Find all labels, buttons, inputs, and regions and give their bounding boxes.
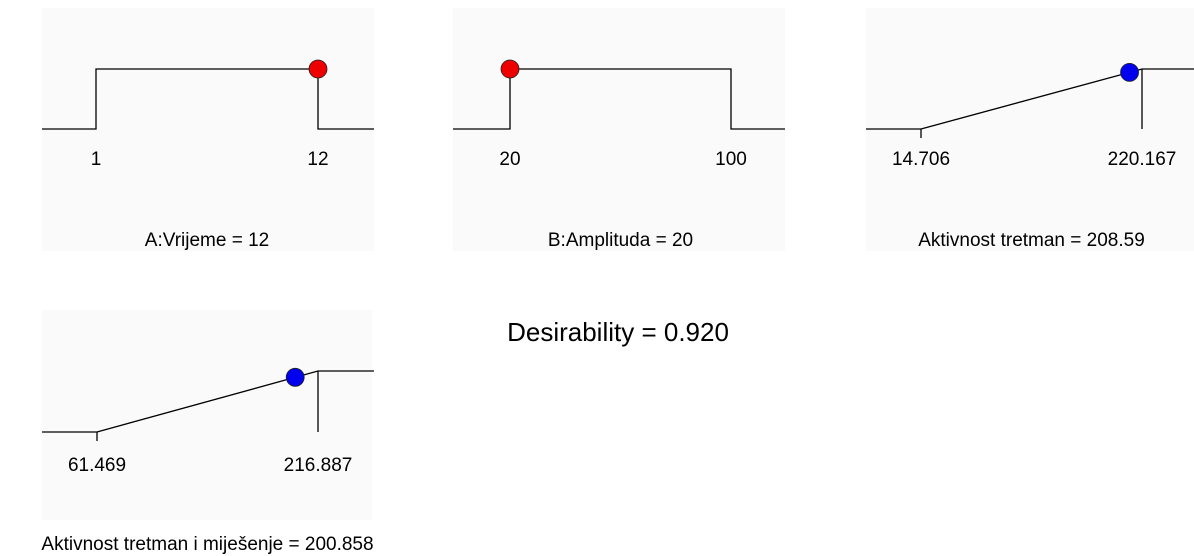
- panel-title: B:Amplituda = 20: [548, 230, 693, 251]
- panel-title: Aktivnost tretman i miješenje = 200.858: [41, 534, 373, 555]
- current-value-point: [1120, 62, 1139, 82]
- tick-label-high: 216.887: [284, 455, 353, 476]
- tick-label-low: 61.469: [68, 455, 126, 476]
- tick-label-low: 14.706: [892, 149, 950, 170]
- current-value-point: [308, 59, 328, 79]
- desirability-curve: [42, 370, 374, 433]
- tick-label-low: 1: [91, 149, 102, 170]
- panel-title: A:Vrijeme = 12: [145, 230, 269, 251]
- tick-label-high: 220.167: [1108, 149, 1177, 170]
- desirability-curve: [866, 68, 1194, 130]
- desirability-label: Desirability = 0.920: [507, 317, 729, 347]
- current-value-point: [500, 59, 520, 79]
- tick-label-high: 100: [715, 149, 747, 170]
- ramp-panel-2: 20 100 B:Amplituda = 20: [453, 8, 785, 251]
- ramp-panel-1: 1 12 A:Vrijeme = 12: [42, 8, 374, 251]
- desirability-curve: [42, 68, 374, 130]
- ramp-panel-3: 14.706 220.167 Aktivnost tretman = 208.59: [866, 8, 1194, 251]
- tick-label-high: 12: [307, 149, 328, 170]
- current-value-point: [285, 367, 305, 387]
- panel-title: Aktivnost tretman = 208.59: [918, 230, 1145, 251]
- ramp-panel-4: 61.469 216.887 Aktivnost tretman i miješen…: [41, 310, 374, 555]
- panel-background: [42, 310, 372, 520]
- tick-label-low: 20: [499, 149, 520, 170]
- desirability-curve: [453, 68, 785, 130]
